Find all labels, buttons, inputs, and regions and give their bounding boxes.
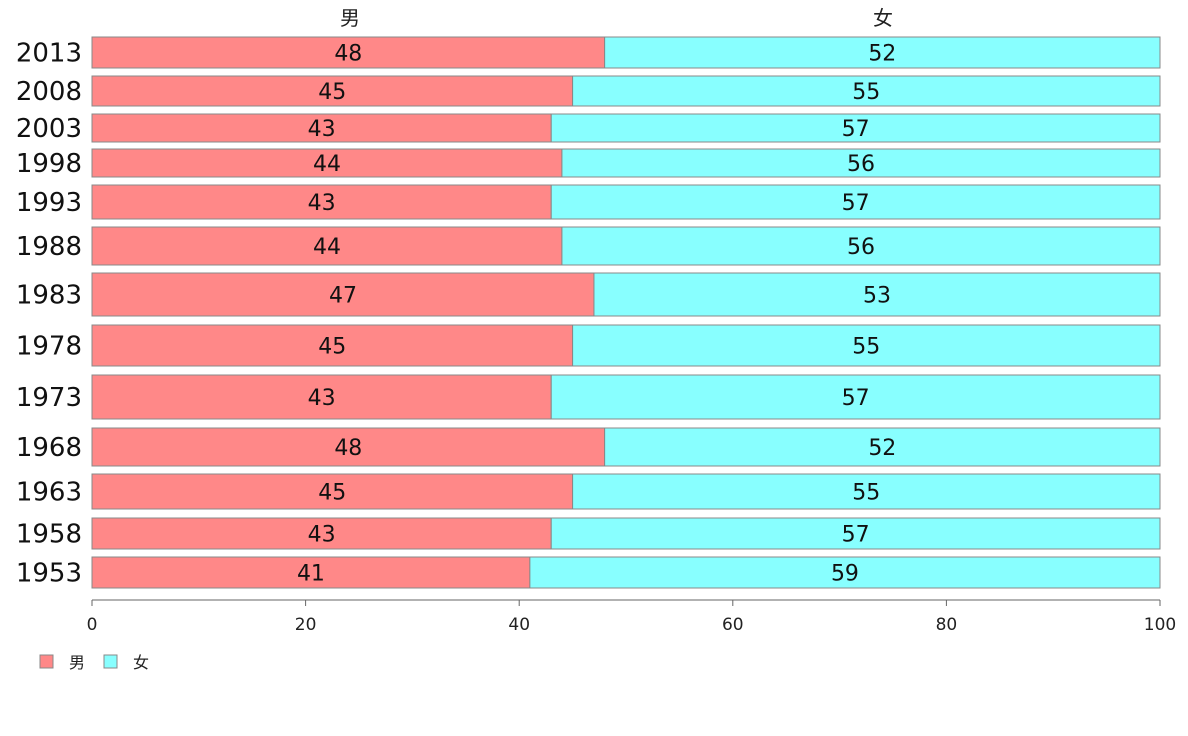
bar-male [91, 556, 531, 589]
year-label: 1973 [16, 383, 82, 413]
bar-female [550, 113, 1161, 143]
legend-swatch-female [103, 654, 118, 669]
value-label-male: 45 [318, 335, 346, 360]
value-label-male: 41 [297, 562, 325, 587]
bar-male [91, 473, 574, 510]
value-label-female: 56 [847, 152, 875, 177]
bar-female [529, 556, 1161, 589]
x-tick-label: 40 [508, 615, 530, 635]
value-label-male: 48 [334, 42, 362, 67]
value-label-male: 44 [313, 235, 341, 260]
value-label-male: 43 [308, 523, 336, 548]
year-label: 1993 [16, 188, 82, 218]
bar-male [91, 517, 552, 550]
bar-female [604, 427, 1161, 467]
bar-female [572, 75, 1161, 107]
value-label-male: 44 [313, 152, 341, 177]
column-header-female: 女 [873, 6, 893, 30]
bar-female [572, 473, 1161, 510]
value-label-female: 57 [842, 117, 870, 142]
bars-group: 2013 48 52 2008 45 55 2003 43 57 1998 44 56 1993 43 57… [16, 36, 1161, 589]
value-label-female: 55 [852, 481, 880, 506]
legend: 男女 [39, 653, 149, 672]
year-label: 1963 [16, 478, 82, 508]
legend-label-female: 女 [133, 653, 149, 672]
x-tick-label: 80 [936, 615, 958, 635]
year-label: 1988 [16, 232, 82, 262]
year-label: 1978 [16, 332, 82, 362]
value-label-female: 57 [842, 191, 870, 216]
bar-male [91, 113, 552, 143]
x-tick-label: 0 [87, 615, 98, 635]
column-header-male: 男 [340, 6, 360, 30]
bar-male [91, 427, 606, 467]
value-label-female: 55 [852, 335, 880, 360]
column-headers: 男女 [340, 6, 893, 30]
value-label-female: 57 [842, 523, 870, 548]
value-label-male: 47 [329, 284, 357, 309]
bar-female [561, 226, 1161, 266]
value-label-male: 43 [308, 386, 336, 411]
bar-female [593, 272, 1161, 317]
bar-male [91, 148, 563, 178]
x-axis: 0 20 40 60 80 100 [87, 599, 1176, 635]
year-label: 2003 [16, 114, 82, 144]
value-label-female: 53 [863, 284, 891, 309]
bar-female [604, 36, 1161, 69]
legend-swatch-male [39, 654, 54, 669]
year-label: 2008 [16, 77, 82, 107]
value-label-female: 55 [852, 80, 880, 105]
x-tick-label: 20 [295, 615, 317, 635]
bar-male [91, 272, 595, 317]
bar-female [561, 148, 1161, 178]
bar-female [572, 324, 1161, 367]
year-label: 1998 [16, 149, 82, 179]
bar-female [550, 517, 1161, 550]
x-tick-label: 100 [1144, 615, 1176, 635]
year-label: 1983 [16, 281, 82, 311]
bar-male [91, 184, 552, 220]
year-label: 2013 [16, 39, 82, 69]
bar-female [550, 374, 1161, 420]
year-label: 1958 [16, 520, 82, 550]
year-label: 1968 [16, 433, 82, 463]
value-label-male: 43 [308, 117, 336, 142]
value-label-female: 52 [868, 42, 896, 67]
value-label-male: 45 [318, 481, 346, 506]
bar-male [91, 36, 606, 69]
x-tick-label: 60 [722, 615, 744, 635]
value-label-male: 43 [308, 191, 336, 216]
legend-label-male: 男 [69, 653, 85, 672]
value-label-female: 56 [847, 235, 875, 260]
bar-male [91, 75, 574, 107]
value-label-male: 45 [318, 80, 346, 105]
value-label-female: 57 [842, 386, 870, 411]
bar-female [550, 184, 1161, 220]
bar-male [91, 374, 552, 420]
value-label-male: 48 [334, 436, 362, 461]
value-label-female: 59 [831, 562, 859, 587]
value-label-female: 52 [868, 436, 896, 461]
year-label: 1953 [16, 559, 82, 589]
